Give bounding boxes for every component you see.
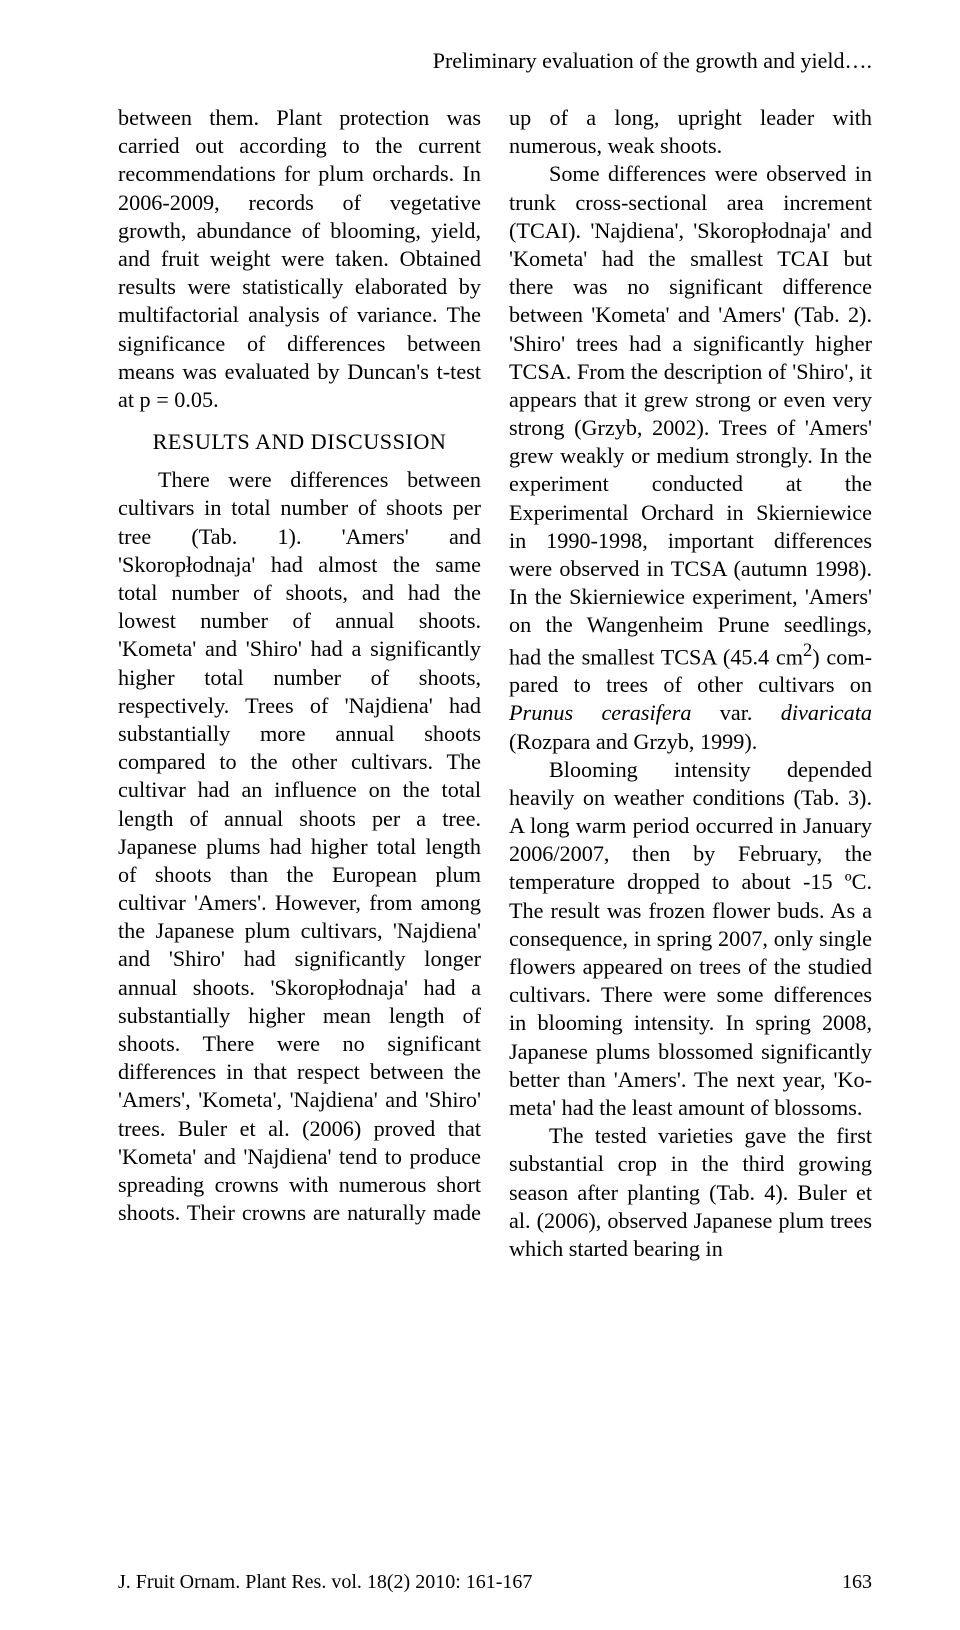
right-para-3: The tested varieties gave the first subs… bbox=[509, 1122, 872, 1263]
right-para-2: Blooming intensity depended heavily on w… bbox=[509, 756, 872, 1122]
footer-page-number: 163 bbox=[842, 1571, 872, 1594]
right-p1-sup: 2 bbox=[803, 641, 812, 661]
right-p1-d: (Rozpara and Grzyb, 1999). bbox=[509, 729, 757, 754]
left-para-1: between them. Plant protection was carri… bbox=[118, 104, 481, 414]
right-p1-italic1: Prunus cerasifera bbox=[509, 700, 691, 725]
right-p1-c: var. bbox=[691, 700, 780, 725]
right-para-1: Some differences were observed in trunk … bbox=[509, 160, 872, 755]
section-heading: RESULTS AND DISCUSSION bbox=[118, 428, 481, 456]
running-head: Preliminary evaluation of the growth and… bbox=[118, 48, 872, 74]
page-footer: J. Fruit Ornam. Plant Res. vol. 18(2) 20… bbox=[118, 1571, 872, 1594]
right-p1-a: Some differences were observed in trunk … bbox=[509, 161, 872, 669]
footer-journal: J. Fruit Ornam. Plant Res. vol. 18(2) 20… bbox=[118, 1571, 532, 1594]
right-p1-italic2: divaricata bbox=[781, 700, 872, 725]
running-head-text: Preliminary evaluation of the growth and… bbox=[433, 48, 872, 73]
body-columns: between them. Plant protection was carri… bbox=[118, 104, 872, 1263]
